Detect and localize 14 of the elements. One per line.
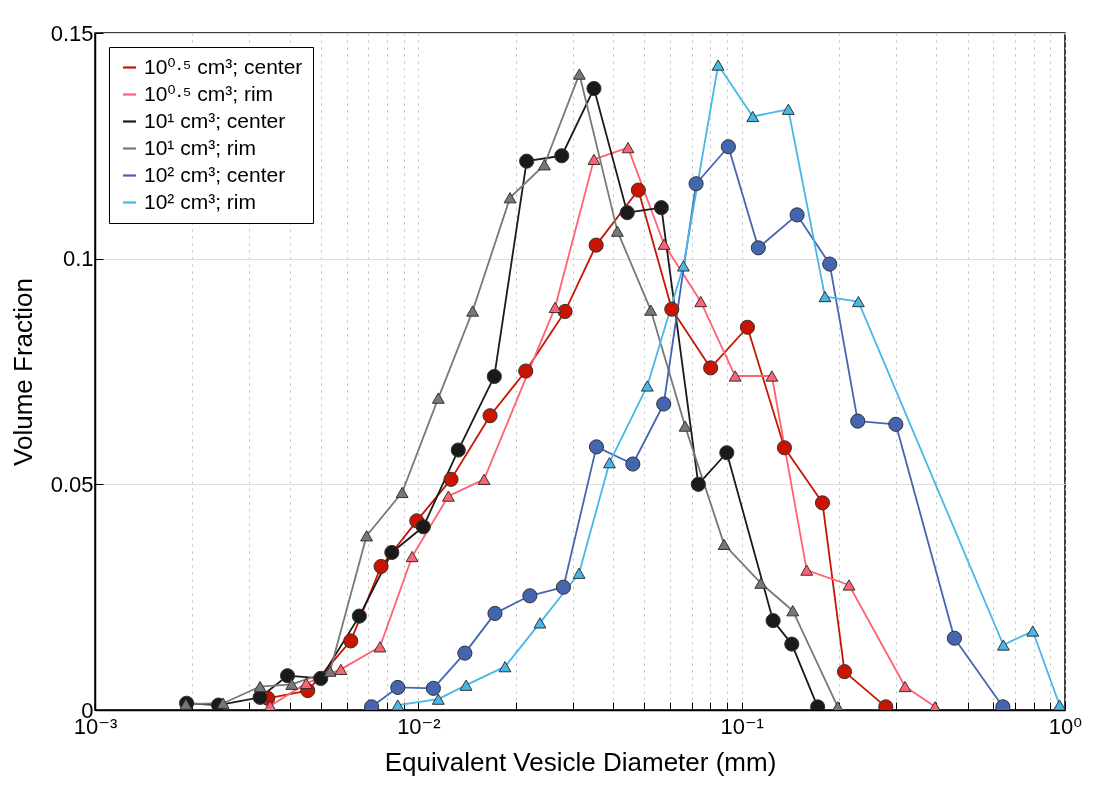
x-tick-label: 10⁻¹	[720, 713, 764, 739]
legend-label: 10⁰·⁵ cm³; center	[144, 54, 303, 78]
y-tick-label: 0.15	[50, 20, 94, 46]
legend-label: 10¹ cm³; rim	[144, 135, 256, 159]
y-tick-label: 0.05	[50, 471, 94, 497]
y-tick-label: 0.1	[62, 246, 94, 272]
legend-label: 10¹ cm³; center	[144, 108, 286, 132]
legend-label: 10² cm³; rim	[144, 189, 256, 213]
y-axis-title: Volume Fraction	[7, 278, 38, 466]
legend-label: 10⁰·⁵ cm³; rim	[144, 81, 274, 105]
x-tick-label: 10⁰	[1048, 713, 1083, 739]
legend-label: 10² cm³; center	[144, 162, 286, 186]
x-tick-label: 10⁻²	[397, 713, 441, 739]
x-axis-title: Equivalent Vesicle Diameter (mm)	[384, 746, 777, 777]
